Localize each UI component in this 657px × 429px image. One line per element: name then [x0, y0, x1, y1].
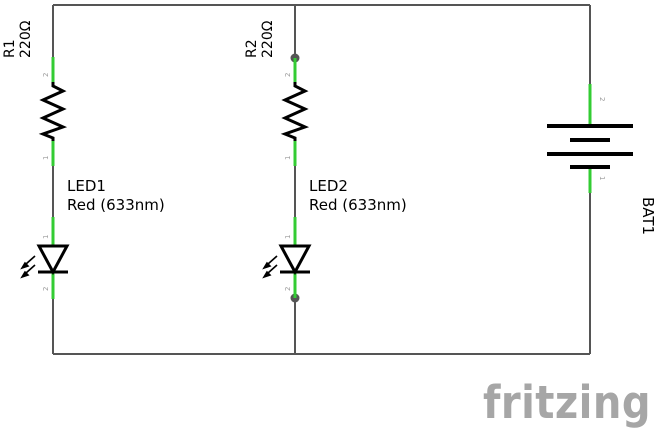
led1-value-label: Red (633nm) — [67, 196, 165, 214]
bat1-pin-label-top: 2 — [598, 97, 606, 101]
wires — [52, 4, 591, 355]
led1-name-label: LED1 — [67, 177, 106, 195]
resistor-r1[interactable]: 2 1 R1 220Ω — [2, 20, 68, 166]
resistor-r2[interactable]: 2 1 R2 220Ω — [244, 20, 310, 166]
r1-value-label: 220Ω — [18, 20, 34, 58]
diode-triangle — [36, 244, 70, 276]
r1-name-label: R1 — [2, 39, 18, 58]
r2-pin-label-bottom: 1 — [284, 156, 292, 160]
fritzing-logo: fritzing — [483, 376, 651, 429]
bat1-name-label: BAT1 — [639, 197, 657, 235]
resistor-zigzag — [280, 82, 310, 141]
r2-value-label: 220Ω — [260, 20, 276, 58]
diode-triangle — [278, 244, 312, 276]
led1-pin-label-bottom: 2 — [42, 287, 50, 291]
led2-pin-label-top: 1 — [284, 235, 292, 239]
led1-pin-label-top: 1 — [42, 235, 50, 239]
light-emission-arrows-icon — [20, 255, 36, 279]
resistor-zigzag — [38, 82, 68, 141]
battery-bat1[interactable]: 2 1 BAT1 — [547, 84, 657, 235]
r1-pin-label-top: 2 — [42, 73, 50, 77]
led-led1[interactable]: 1 2 LED1 Red (633nm) — [20, 177, 165, 299]
led2-pin-label-bottom: 2 — [284, 287, 292, 291]
r2-pin-label-top: 2 — [284, 73, 292, 77]
bat1-pin-label-bottom: 1 — [598, 176, 606, 180]
led2-value-label: Red (633nm) — [309, 196, 407, 214]
r2-name-label: R2 — [244, 39, 260, 58]
light-emission-arrows-icon — [262, 255, 278, 279]
led-led2[interactable]: 1 2 LED2 Red (633nm) — [262, 177, 407, 298]
led2-name-label: LED2 — [309, 177, 348, 195]
r1-pin-label-bottom: 1 — [42, 156, 50, 160]
